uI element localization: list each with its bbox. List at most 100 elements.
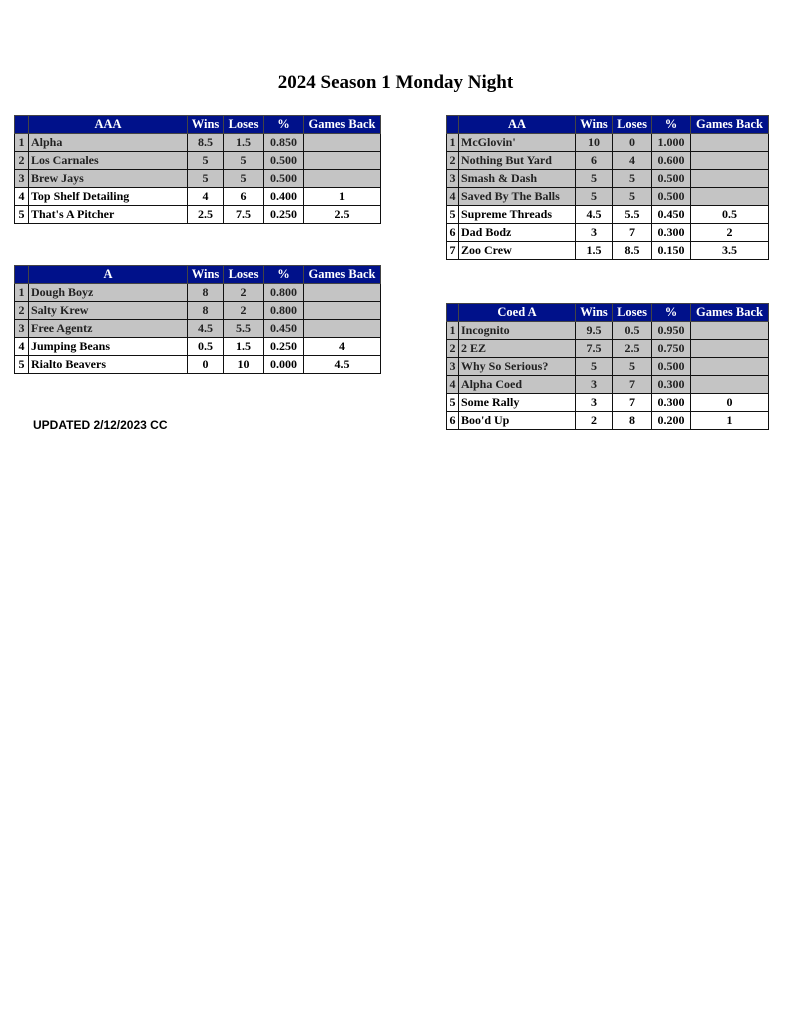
wins-cell: 8 (187, 283, 224, 302)
wins-cell: 2.5 (187, 205, 224, 224)
pct-cell: 0.200 (651, 411, 691, 430)
loses-cell: 5.5 (612, 205, 652, 224)
table-row: 2 Nothing But Yard 6 4 0.600 (446, 151, 769, 170)
pct-cell: 0.300 (651, 223, 691, 242)
games-back-cell (690, 357, 769, 376)
wins-cell: 5 (575, 357, 613, 376)
loses-cell: 7 (612, 375, 652, 394)
rank-cell: 3 (14, 319, 29, 338)
table-row: 1 Dough Boyz 8 2 0.800 (14, 283, 381, 302)
wins-cell: 8.5 (187, 133, 224, 152)
pct-cell: 0.450 (263, 319, 304, 338)
header-row: AA Wins Loses% Games Back (446, 115, 769, 134)
rank-cell: 5 (14, 355, 29, 374)
loses-cell: 2.5 (612, 339, 652, 358)
team-name: 2 EZ (458, 339, 576, 358)
wins-cell: 0 (187, 355, 224, 374)
team-name: Free Agentz (28, 319, 188, 338)
loses-header: Loses (612, 303, 652, 322)
table-row: 5 Rialto Beavers 0 10 0.000 4.5 (14, 355, 381, 374)
pct-cell: 0.400 (263, 187, 304, 206)
loses-cell: 7.5 (223, 205, 264, 224)
table-row: 3 Free Agentz 4.5 5.5 0.450 (14, 319, 381, 338)
table-row: 4 Top Shelf Detailing 4 6 0.400 1 (14, 187, 381, 206)
wins-cell: 5 (575, 187, 613, 206)
rank-header (14, 265, 29, 284)
pct-header: % (651, 303, 691, 322)
wins-cell: 6 (575, 151, 613, 170)
loses-cell: 5.5 (223, 319, 264, 338)
loses-cell: 5 (223, 169, 264, 188)
games-back-cell (690, 321, 769, 340)
games-back-cell: 3.5 (690, 241, 769, 260)
team-name: Alpha Coed (458, 375, 576, 394)
games-back-cell: 2.5 (303, 205, 381, 224)
pct-cell: 0.450 (651, 205, 691, 224)
loses-cell: 4 (612, 151, 652, 170)
pct-cell: 0.800 (263, 301, 304, 320)
team-name: Incognito (458, 321, 576, 340)
rank-cell: 3 (446, 169, 459, 188)
wins-cell: 3 (575, 375, 613, 394)
games-back-cell: 4.5 (303, 355, 381, 374)
division-header: Coed A (458, 303, 576, 322)
team-name: Some Rally (458, 393, 576, 412)
rank-cell: 5 (14, 205, 29, 224)
rank-cell: 4 (446, 187, 459, 206)
games-back-cell (303, 151, 381, 170)
table-row: 5 Some Rally 3 7 0.300 0 (446, 393, 769, 412)
loses-cell: 6 (223, 187, 264, 206)
loses-cell: 1.5 (223, 133, 264, 152)
standings-table-coed-a: Coed A Wins Loses% Games Back 1 Incognito 9.5 0… (446, 303, 769, 430)
wins-header: Wins (187, 115, 224, 134)
games-back-cell (303, 301, 381, 320)
games-back-cell (690, 375, 769, 394)
team-name: Brew Jays (28, 169, 188, 188)
loses-cell: 1.5 (223, 337, 264, 356)
team-name: That's A Pitcher (28, 205, 188, 224)
table-row: 4 Saved By The Balls 5 5 0.500 (446, 187, 769, 206)
rank-cell: 5 (446, 393, 459, 412)
table-row: 7 Zoo Crew 1.5 8.5 0.150 3.5 (446, 241, 769, 260)
pct-cell: 0.750 (651, 339, 691, 358)
rank-cell: 4 (446, 375, 459, 394)
table-row: 2 Salty Krew 8 2 0.800 (14, 301, 381, 320)
loses-cell: 8 (612, 411, 652, 430)
loses-cell: 0.5 (612, 321, 652, 340)
pct-cell: 0.500 (263, 169, 304, 188)
rank-header (14, 115, 29, 134)
rank-cell: 1 (446, 321, 459, 340)
rank-cell: 3 (14, 169, 29, 188)
pct-cell: 0.500 (651, 187, 691, 206)
division-header: AAA (28, 115, 188, 134)
games-back-cell (690, 133, 769, 152)
games-back-header: Games Back (303, 265, 381, 284)
wins-header: Wins (575, 303, 613, 322)
team-name: Los Carnales (28, 151, 188, 170)
pct-cell: 0.500 (651, 357, 691, 376)
table-row: 1 McGlovin' 10 0 1.000 (446, 133, 769, 152)
pct-cell: 0.250 (263, 337, 304, 356)
wins-cell: 2 (575, 411, 613, 430)
pct-cell: 0.300 (651, 375, 691, 394)
rank-cell: 5 (446, 205, 459, 224)
rank-cell: 1 (14, 133, 29, 152)
games-back-cell (303, 169, 381, 188)
loses-cell: 5 (612, 187, 652, 206)
wins-cell: 8 (187, 301, 224, 320)
loses-cell: 5 (612, 357, 652, 376)
standings-table-a: A Wins Loses% Games Back 1 Dough Boyz 8 2 0.800 2… (14, 265, 381, 374)
table-row: 6 Boo'd Up 2 8 0.200 1 (446, 411, 769, 430)
division-header: A (28, 265, 188, 284)
table-row: 3 Brew Jays 5 5 0.500 (14, 169, 381, 188)
wins-cell: 10 (575, 133, 613, 152)
wins-header: Wins (187, 265, 224, 284)
wins-cell: 5 (187, 169, 224, 188)
loses-cell: 7 (612, 393, 652, 412)
pct-cell: 0.950 (651, 321, 691, 340)
wins-cell: 7.5 (575, 339, 613, 358)
wins-cell: 4.5 (575, 205, 613, 224)
rank-cell: 4 (14, 187, 29, 206)
page-title: 2024 Season 1 Monday Night (277, 72, 514, 93)
pct-cell: 1.000 (651, 133, 691, 152)
